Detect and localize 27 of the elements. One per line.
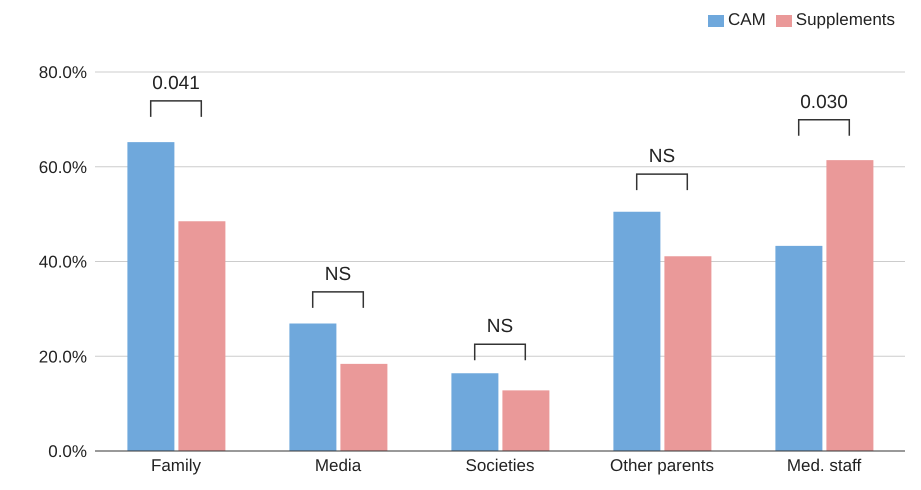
y-tick-label: 80.0% <box>38 63 87 82</box>
bar <box>664 256 712 451</box>
bar <box>502 390 550 451</box>
annotation: NS <box>648 146 676 168</box>
bar <box>613 212 660 451</box>
bar <box>289 324 336 451</box>
y-tick-label: 0.0% <box>48 442 87 462</box>
y-tick-label: 60.0% <box>38 158 87 177</box>
annotation: 0.041 <box>152 72 200 94</box>
x-tick-label: Societies <box>466 456 534 476</box>
legend-label: Supplements <box>796 10 895 29</box>
x-tick-label: Media <box>314 456 362 476</box>
x-tick-label: Family <box>150 456 202 476</box>
bar <box>127 142 174 451</box>
y-tick-label: 20.0% <box>38 347 87 366</box>
bar <box>340 364 388 451</box>
bar <box>178 221 226 451</box>
annotation: NS <box>324 264 352 285</box>
bar <box>451 373 498 451</box>
bar <box>826 160 874 451</box>
y-tick-label: 40.0% <box>38 252 87 272</box>
annotation: 0.030 <box>800 92 848 113</box>
annotation: NS <box>486 316 514 338</box>
bar <box>775 246 822 451</box>
x-tick-label: Med. staff <box>786 456 862 476</box>
x-tick-label: Other parents <box>610 456 714 476</box>
legend-label: CAM <box>728 10 766 29</box>
